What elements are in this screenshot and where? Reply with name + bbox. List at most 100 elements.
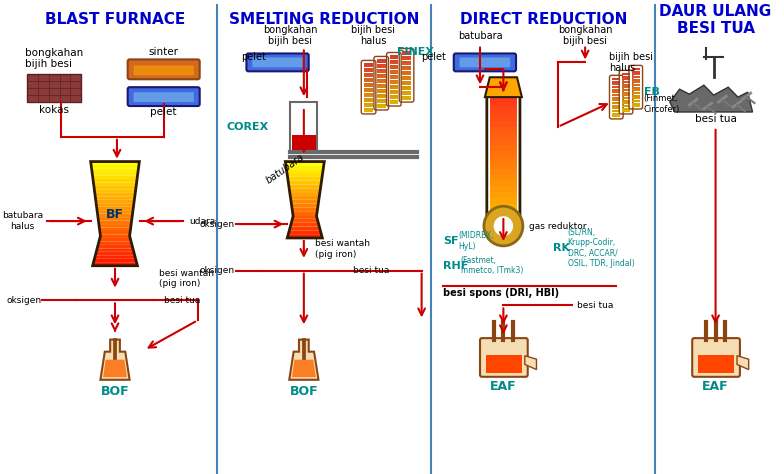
Text: DIRECT REDUCTION: DIRECT REDUCTION — [459, 12, 627, 27]
Bar — [698, 356, 734, 373]
Polygon shape — [287, 173, 323, 177]
Polygon shape — [290, 196, 319, 200]
Text: besi tua: besi tua — [164, 296, 200, 305]
Polygon shape — [289, 230, 321, 234]
Text: oksigen: oksigen — [7, 296, 42, 305]
Polygon shape — [103, 360, 127, 377]
Bar — [377, 74, 386, 76]
Polygon shape — [290, 223, 319, 227]
Bar — [402, 58, 411, 60]
Polygon shape — [292, 203, 318, 208]
Text: udara: udara — [190, 217, 216, 226]
Bar — [490, 181, 517, 186]
Text: BLAST FURNACE: BLAST FURNACE — [45, 12, 185, 27]
Bar — [612, 99, 620, 101]
Bar — [365, 83, 373, 85]
Text: besi tua: besi tua — [577, 301, 614, 310]
Polygon shape — [100, 231, 130, 235]
Bar — [402, 64, 411, 65]
Bar — [390, 67, 398, 69]
Polygon shape — [289, 339, 318, 380]
Bar — [365, 73, 373, 75]
Polygon shape — [291, 200, 319, 203]
Bar — [622, 94, 630, 96]
Bar — [632, 105, 640, 107]
Polygon shape — [485, 77, 522, 97]
FancyBboxPatch shape — [454, 54, 516, 71]
Bar — [622, 76, 630, 78]
Bar — [490, 145, 517, 151]
Bar — [402, 83, 411, 85]
Text: pelet: pelet — [421, 53, 446, 63]
Polygon shape — [97, 214, 132, 217]
Bar — [292, 135, 315, 150]
Bar — [402, 66, 411, 68]
Polygon shape — [292, 215, 318, 219]
Polygon shape — [92, 169, 139, 172]
Text: (SL/RN,
Krupp-Codir,
DRC, ACCAR/
OSIL, TDR, Jindal): (SL/RN, Krupp-Codir, DRC, ACCAR/ OSIL, T… — [568, 228, 634, 268]
Polygon shape — [524, 356, 536, 370]
Bar — [365, 100, 373, 102]
Bar — [365, 93, 373, 95]
Bar — [490, 103, 517, 109]
Bar — [390, 87, 398, 89]
Bar — [612, 78, 620, 80]
Bar — [390, 63, 398, 64]
Text: EAF: EAF — [490, 380, 517, 393]
Bar — [612, 97, 620, 99]
Bar — [632, 100, 640, 102]
Bar — [402, 54, 411, 55]
Bar — [377, 71, 386, 73]
Bar — [612, 94, 620, 96]
Polygon shape — [94, 186, 136, 189]
Polygon shape — [98, 217, 132, 220]
Text: SF: SF — [443, 236, 459, 246]
Text: RHF: RHF — [443, 261, 468, 271]
Text: bongkahan
bijih besi: bongkahan bijih besi — [25, 47, 84, 69]
Polygon shape — [93, 259, 136, 262]
Bar — [365, 70, 373, 73]
Bar — [377, 94, 386, 96]
Bar — [365, 75, 373, 77]
Bar — [622, 100, 630, 102]
Bar — [365, 80, 373, 82]
FancyBboxPatch shape — [128, 59, 200, 79]
Polygon shape — [96, 248, 134, 252]
Bar — [365, 95, 373, 97]
Text: kokas: kokas — [38, 105, 69, 115]
Bar — [632, 73, 640, 75]
Bar — [632, 97, 640, 99]
Text: (Finmet,
Circofer): (Finmet, Circofer) — [644, 94, 680, 114]
Bar — [402, 78, 411, 80]
Polygon shape — [93, 182, 136, 186]
Bar — [612, 102, 620, 104]
Polygon shape — [100, 228, 131, 231]
Bar — [622, 78, 630, 80]
Bar — [612, 89, 620, 91]
Bar — [490, 204, 517, 210]
Text: oksigen: oksigen — [200, 266, 234, 275]
FancyBboxPatch shape — [128, 87, 200, 106]
Bar — [402, 62, 411, 64]
Polygon shape — [99, 224, 131, 228]
Bar — [365, 98, 373, 100]
Bar — [402, 52, 411, 54]
Bar — [612, 91, 620, 93]
Polygon shape — [97, 210, 133, 214]
FancyBboxPatch shape — [252, 57, 303, 67]
Text: BOF: BOF — [289, 385, 318, 398]
Bar — [390, 90, 398, 92]
Bar — [377, 84, 386, 86]
Polygon shape — [292, 360, 316, 377]
Polygon shape — [96, 207, 133, 210]
Text: EAF: EAF — [702, 380, 729, 393]
Bar — [390, 82, 398, 84]
Circle shape — [494, 216, 513, 236]
Text: bijih besi
halus: bijih besi halus — [351, 25, 395, 46]
Bar — [402, 76, 411, 78]
Bar — [390, 80, 398, 82]
Bar — [390, 97, 398, 99]
Bar — [390, 75, 398, 77]
Bar — [490, 192, 517, 198]
Bar — [402, 88, 411, 90]
